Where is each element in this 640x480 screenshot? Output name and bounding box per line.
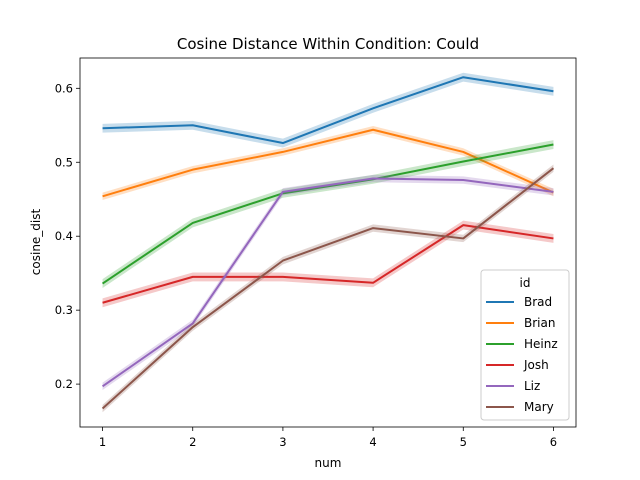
series-line-heinz: [101, 143, 554, 285]
axes-frame: [79, 57, 577, 428]
x-tick-label: 5: [460, 435, 467, 449]
x-tick-label: 3: [279, 435, 286, 449]
legend: id Brad Brian Heinz Josh Liz Mary: [480, 269, 570, 421]
legend-label-brad: Brad: [524, 295, 552, 309]
plot-area: [101, 72, 555, 413]
x-tick-label: 2: [189, 435, 196, 449]
x-tick-label: 1: [99, 435, 106, 449]
confidence-band-brad: [102, 72, 554, 148]
series-line-brad: [102, 76, 554, 145]
legend-label-heinz: Heinz: [524, 337, 558, 351]
legend-title: id: [520, 276, 531, 290]
x-axis-label: num: [315, 456, 342, 470]
legend-label-mary: Mary: [524, 400, 554, 414]
x-axis: 1 2 3 4 5 6: [99, 427, 557, 449]
series-line-liz: [101, 177, 554, 388]
y-tick-label: 0.2: [55, 377, 73, 391]
chart-title: Cosine Distance Within Condition: Could: [177, 35, 479, 53]
confidence-band-heinz: [102, 140, 554, 288]
confidence-band-josh: [102, 220, 554, 308]
y-tick-label: 0.6: [55, 81, 73, 95]
series-line-mary: [101, 167, 555, 410]
legend-label-brian: Brian: [524, 316, 555, 330]
y-tick-label: 0.5: [55, 155, 73, 169]
legend-label-liz: Liz: [524, 379, 540, 393]
y-axis: 0.2 0.3 0.4 0.5 0.6: [55, 81, 80, 391]
x-tick-label: 4: [369, 435, 376, 449]
y-tick-label: 0.4: [55, 229, 73, 243]
legend-box: [480, 269, 570, 421]
confidence-band-brian: [102, 126, 554, 200]
y-tick-label: 0.3: [55, 303, 73, 317]
legend-label-josh: Josh: [523, 358, 549, 372]
y-axis-label: cosine_dist: [29, 208, 43, 275]
x-tick-label: 6: [550, 435, 557, 449]
